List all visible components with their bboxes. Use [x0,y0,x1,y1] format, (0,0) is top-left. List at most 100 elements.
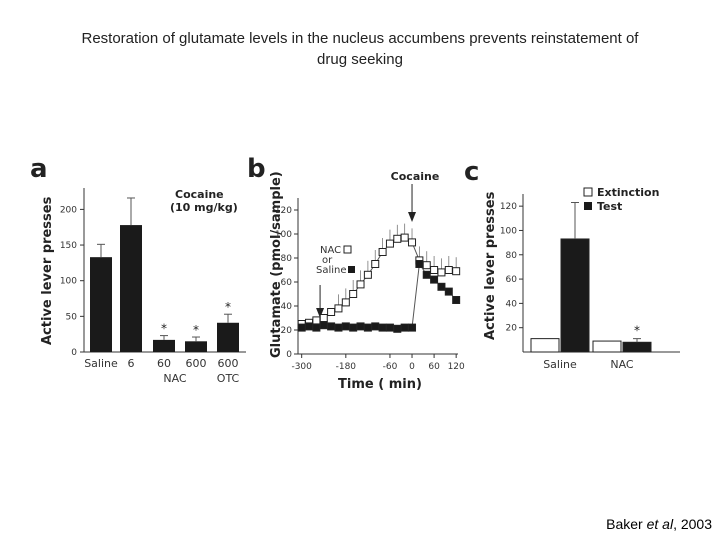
panel-b-point-filled [349,323,358,332]
panel-b-point-open [334,304,343,313]
panel-a-bar [120,225,142,352]
panel-b-point-filled [327,322,336,331]
panel-b-point-filled [408,323,417,332]
panel-c-letter: c [464,157,479,187]
panel-b-point-filled [430,275,439,284]
panel-b-point-filled [319,321,328,330]
panel-b-xtick-label: -60 [383,362,398,372]
panel-c-legend-test-swatch [584,202,592,210]
citation-year: , 2003 [673,516,712,532]
panel-b-legend-nac: NAC [320,245,341,256]
panel-b-xtick-label: 0 [409,362,415,372]
panel-b-point-open [319,314,328,322]
panel-b-xtick-label: 60 [428,362,440,372]
panel-b-xlabel: Time ( min) [338,377,422,392]
panel-a-significance-star: * [225,300,231,314]
panel-b-point-filled [415,260,424,268]
panel-b-point-open [385,239,394,248]
panel-b-point-open [349,290,358,298]
panel-c-bar-test [622,341,652,353]
panel-a-annotation-line2: (10 mg/kg) [170,201,238,214]
citation: Baker et al, 2003 [606,516,712,532]
panel-b-ytick-label: 0 [286,350,292,360]
panel-b-letter: b [247,154,266,184]
panel-b-point-open [422,261,431,270]
panel-b-point-open [444,266,453,274]
panel-a-letter: a [30,154,48,184]
panel-b-xtick-label: -180 [336,362,357,372]
panel-b-point-open [408,238,417,247]
panel-b-point-open [437,268,446,277]
panel-b-point-filled [422,270,431,279]
panel-b-event-label: Cocaine [391,170,440,183]
panel-b-ylabel: Glutamate (pmol/sample) [269,171,284,358]
panel-b-xtick-label: -300 [291,362,312,372]
panel-b-point-filled [444,287,453,296]
panel-c-category-label: Saline [543,358,577,371]
panel-b-xtick-label: 120 [448,362,465,372]
panel-b-point-filled [305,322,314,331]
panel-a-ytick-label: 100 [60,277,77,287]
panel-a-significance-star: * [193,323,199,337]
panel-b-point-filled [378,323,387,332]
panel-b-chart: 0 20 40 60 80 100 120 -300 -180 -60 0 60 120 [275,184,465,372]
panel-a-category-label: Saline [84,357,118,370]
panel-c-bar-extinction [530,338,560,353]
panel-b-point-filled [393,324,402,333]
citation-author: Baker [606,516,647,532]
panel-c-ytick-label: 100 [500,226,517,236]
panel-b-legend-open-marker [343,245,352,254]
panel-a-category-label: 600 [218,357,239,370]
panel-a-ytick-label: 150 [60,241,77,251]
panel-c-category-label: NAC [610,358,634,371]
panel-a-annotation-line1: Cocaine [175,188,224,201]
panel-c-bar-test [560,238,590,353]
panel-b-point-filled [363,323,372,332]
panel-c-legend-extinction-swatch [583,187,593,197]
panel-b-legend-or: or [322,255,333,266]
panel-b-point-filled [371,322,380,331]
panel-b-ytick-label: 80 [281,254,293,264]
panel-a-category-label: 60 [157,357,171,370]
panel-b-legend-filled-marker [348,266,355,273]
panel-b-legend-saline: Saline [316,265,347,276]
panel-b-cocaine-arrow-head [408,212,417,222]
panel-c-ytick-label: 80 [506,251,518,261]
panel-b-point-filled [356,322,365,331]
panel-a-bar [217,322,239,352]
panel-b-point-open [371,260,380,268]
panel-b-point-open [400,233,409,242]
panel-b-ytick-label: 40 [281,302,293,312]
panel-a-group-nac: NAC [163,372,187,385]
panel-b-point-filled [334,323,343,332]
panel-b-point-filled [297,323,306,332]
panel-b-point-open [452,267,461,276]
panel-c-significance-star: * [634,324,640,338]
panel-c-ytick-label: 20 [506,324,518,334]
panel-b-point-filled [385,323,394,332]
panel-a-significance-star: * [161,322,167,336]
panel-b-point-open [430,266,439,274]
panel-c-ytick-label: 120 [500,202,517,212]
panel-a-ylabel: Active lever presses [40,196,55,345]
panel-a-bar [185,341,207,352]
panel-a-ytick-label: 0 [71,348,77,358]
panel-c-legend-extinction: Extinction [597,186,659,199]
panel-b-ytick-label: 60 [281,278,293,288]
panel-b-point-filled [400,323,409,332]
panel-b-point-open [327,308,336,316]
panel-b-point-open [312,316,321,325]
panel-a-ytick-label: 50 [66,312,78,322]
panel-a-category-label: 6 [128,357,135,370]
panel-b-point-open [378,248,387,256]
panel-b-ytick-label: 20 [281,326,293,336]
panel-b-point-filled [437,282,446,291]
panel-b-ytick-label: 100 [275,230,292,240]
panel-b-point-open [341,298,350,307]
slide-title: Restoration of glutamate levels in the n… [10,28,710,70]
panel-b-point-filled [341,322,350,331]
panel-c-bar-extinction [592,340,622,353]
panel-b-point-open [393,234,402,243]
panel-c-chart: 20 40 60 80 100 120 Saline * NAC [500,194,680,371]
